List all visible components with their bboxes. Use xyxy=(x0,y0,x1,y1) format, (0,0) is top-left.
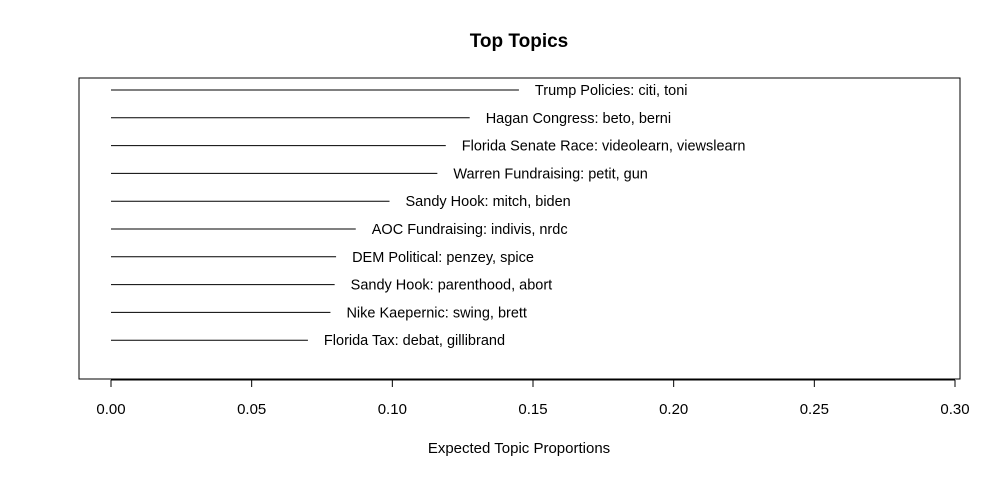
x-tick-label-6: 0.30 xyxy=(940,401,969,418)
x-tick-label-3: 0.15 xyxy=(518,401,547,418)
x-tick-label-4: 0.20 xyxy=(659,401,688,418)
x-axis: 0.00 0.05 0.10 0.15 0.20 0.25 0.30 xyxy=(96,379,970,418)
bar-label-10: Florida Tax: debat, gillibrand xyxy=(324,333,505,349)
plot-frame xyxy=(78,77,961,380)
x-tick-label-1: 0.05 xyxy=(237,401,266,418)
bar-label-group: Trump Policies: citi, toni Hagan Congress… xyxy=(324,83,746,349)
bar-label-6: AOC Fundraising: indivis, nrdc xyxy=(372,222,568,238)
bar-label-7: DEM Political: penzey, spice xyxy=(352,250,534,266)
bar-label-8: Sandy Hook: parenthood, abort xyxy=(351,278,553,294)
bar-label-1: Trump Policies: citi, toni xyxy=(535,83,688,99)
bar-label-2: Hagan Congress: beto, berni xyxy=(486,111,671,127)
x-tick-label-2: 0.10 xyxy=(378,401,407,418)
x-tick-label-5: 0.25 xyxy=(800,401,829,418)
bar-group xyxy=(111,89,519,341)
chart-title: Top Topics xyxy=(470,31,569,52)
x-tick-label-0: 0.00 xyxy=(96,401,125,418)
x-axis-label: Expected Topic Proportions xyxy=(428,440,610,457)
bar-label-3: Florida Senate Race: videolearn, viewsle… xyxy=(462,139,746,155)
bar-label-4: Warren Fundraising: petit, gun xyxy=(453,166,648,182)
bar-label-5: Sandy Hook: mitch, biden xyxy=(406,194,571,210)
bar-label-9: Nike Kaepernic: swing, brett xyxy=(346,305,527,321)
